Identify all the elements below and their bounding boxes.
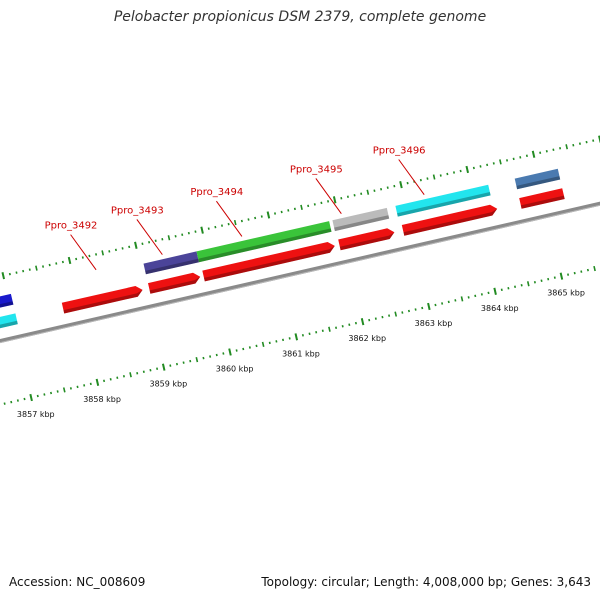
axis-tick-label: 3859 kbp [150,380,188,389]
gene-feature[interactable] [196,221,332,263]
lower-tick-mark [294,333,299,341]
gene-feature[interactable] [61,286,143,314]
upper-tick-mark [565,144,569,150]
axis-tick-label: 3865 kbp [547,289,585,298]
gene-feature[interactable] [519,188,565,209]
gene-label[interactable]: Ppro_3496 [373,146,426,157]
upper-tick-mark [432,174,436,180]
lower-tick-mark [394,311,398,317]
lower-tick-mark [62,387,66,393]
axis-tick-label: 3858 kbp [83,395,121,404]
gene-feature-shade [520,195,565,209]
lower-tick-mark [593,265,596,272]
gene-feature[interactable] [401,204,498,236]
gene-label-leader [315,178,342,214]
gene-feature-shade [149,276,201,294]
map-title: Pelobacter propionicus DSM 2379, complet… [113,9,487,25]
lower-tick-mark [559,272,564,280]
gene-feature[interactable] [0,313,18,340]
lower-tick-mark [161,363,166,371]
gene-feature-shade [145,258,199,275]
upper-tick-mark [531,150,536,158]
upper-tick-mark [499,159,502,165]
genome-backbone-highlight [0,204,600,344]
upper-tick-mark [266,211,271,219]
gene-feature-shade [339,232,395,251]
gene-feature-shade [0,301,14,308]
gene-feature[interactable] [514,168,561,190]
genome-backbone [0,201,600,344]
gene-label-leader [70,234,97,271]
tick-layer: 3857 kbp 3858 kbp 3859 kbp 3860 kbp 3861 kbp… [1,135,600,419]
gene-feature-shade [334,215,390,232]
gene-feature[interactable] [143,251,200,275]
axis-tick-label: 3857 kbp [17,410,55,419]
lower-tick-mark [526,281,530,287]
upper-tick-mark [366,189,370,195]
gene-label-leader [398,159,425,196]
gene-label[interactable]: Ppro_3493 [111,205,164,216]
gene-feature-shade [403,208,498,236]
lower-tick-mark [95,378,100,386]
gene-feature[interactable] [148,272,201,294]
lower-tick-mark [29,393,33,402]
feature-layer [0,168,565,340]
upper-tick-mark [332,196,337,204]
axis-tick-label: 3860 kbp [216,365,254,374]
upper-tick-mark [399,181,403,189]
axis-tick-label: 3861 kbp [282,349,320,358]
gene-feature-shade [397,192,491,217]
gene-feature[interactable] [332,207,390,232]
gene-feature-shade [0,320,18,329]
lower-tick-mark [261,341,265,348]
upper-tick-mark [67,256,72,265]
lower-tick-mark [328,326,331,332]
lower-tick-mark [460,296,464,302]
gene-feature[interactable] [0,293,14,321]
upper-tick-mark [134,241,138,249]
axis-tick-label: 3864 kbp [481,304,519,313]
gene-label-leader [136,219,163,255]
upper-tick-mark [35,265,38,271]
upper-tick-mark [1,272,6,280]
gene-label[interactable]: Ppro_3492 [45,221,98,232]
upper-tick-mark [465,165,470,174]
axis-tick-label: 3862 kbp [348,334,386,343]
gene-feature-shade [204,245,335,282]
lower-tick-mark [427,302,431,311]
lower-tick-mark [129,372,132,378]
gene-label[interactable]: Ppro_3494 [190,187,243,198]
gene-feature-shade [198,228,332,263]
lower-tick-mark [228,348,232,356]
gene-feature-shade [516,176,561,190]
gene-feature[interactable] [202,242,335,282]
upper-tick-mark [200,226,204,234]
upper-tick-mark [300,204,303,211]
upper-tick-mark [167,235,171,241]
accession-text: Accession: NC_008609 [9,575,146,589]
axis-tick-label: 3863 kbp [415,319,453,328]
lower-tick-mark [195,356,199,363]
gene-feature[interactable] [395,184,491,217]
lower-tick-mark [493,287,497,295]
upper-tick-mark [101,250,105,256]
gene-label[interactable]: Ppro_3495 [290,164,343,175]
lower-tick-mark [360,318,365,326]
gene-label-layer: Ppro_3492 Ppro_3493 Ppro_3494 Ppro_3495 Ppro… [45,146,426,271]
gene-label-leader [216,200,243,237]
backbone-layer [0,201,600,344]
genome-summary-text: Topology: circular; Length: 4,008,000 bp… [261,575,591,589]
gene-feature-shade [63,289,143,314]
gene-feature[interactable] [338,228,395,251]
upper-tick-mark [233,219,237,226]
